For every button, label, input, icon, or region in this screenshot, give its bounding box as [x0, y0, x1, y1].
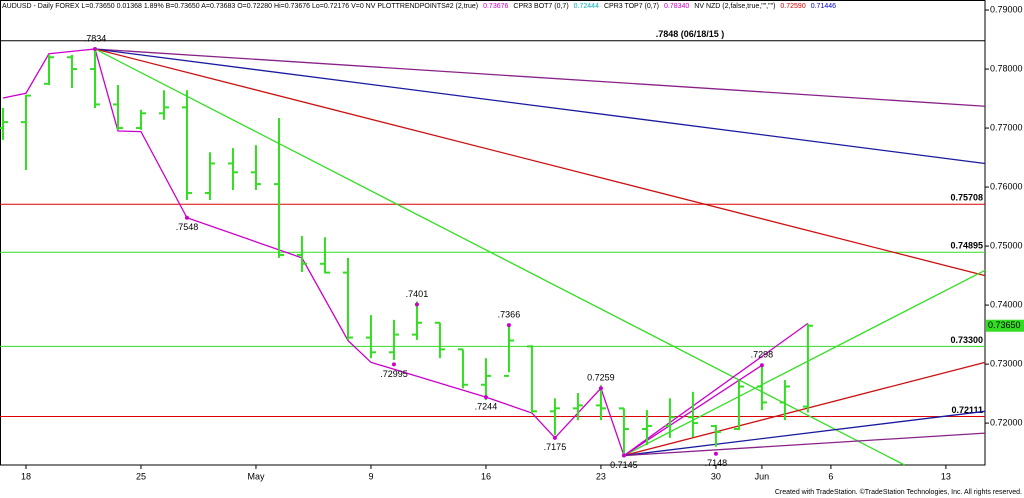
pivot-point — [184, 215, 189, 220]
x-tick-label: 9 — [368, 471, 373, 481]
horizontal-line-label: .7848 (06/18/15 ) — [656, 29, 725, 39]
y-tick-label: 0.73000 — [990, 358, 1023, 368]
footer: Created with TradeStation. ©TradeStation… — [775, 488, 1022, 496]
trend-line — [623, 322, 809, 457]
y-tick-label: 0.77000 — [990, 122, 1023, 132]
pivot-point — [713, 451, 718, 456]
x-tick-label: 6 — [828, 471, 833, 481]
y-tick-label: 0.76000 — [990, 181, 1023, 191]
horizontal-line-label: 0.75708 — [950, 193, 983, 203]
last-price-label: 0.73650 — [988, 320, 1021, 330]
pivot-point — [391, 362, 396, 367]
pivot-label: .7244 — [475, 402, 498, 412]
header-item: CPR3 BOT7 (0,7) — [513, 3, 568, 10]
pivot-point — [483, 395, 488, 400]
trend-line — [94, 48, 986, 277]
x-tick-label: May — [247, 471, 265, 481]
pivot-label: .7834 — [84, 33, 107, 43]
pivot-point — [92, 46, 97, 51]
chart-header: AUDUSD - Daily FOREX L=0.73650 0.01368 1… — [2, 3, 836, 10]
horizontal-line-label: 0.74895 — [950, 241, 983, 251]
trend-line — [623, 432, 986, 457]
pivot-label: .7401 — [406, 289, 429, 299]
header-item: 0.73676 — [483, 3, 508, 10]
trend-line — [623, 361, 986, 457]
header-item: 0.71446 — [811, 3, 836, 10]
header-item: 0.78340 — [664, 3, 689, 10]
y-tick-label: 0.78000 — [990, 63, 1023, 73]
x-tick-label: Jun — [755, 471, 770, 481]
pivot-label: .7298 — [751, 350, 774, 360]
horizontal-line-label: 0.73300 — [950, 335, 983, 345]
plot-frame — [0, 0, 986, 466]
x-tick-label: 18 — [21, 471, 31, 481]
pivot-label: 0.7259 — [587, 373, 615, 383]
pivot-label: .7366 — [498, 310, 521, 320]
header-item: 0.72444 — [574, 3, 599, 10]
pivot-point — [598, 386, 603, 391]
pivot-label: .7148 — [705, 458, 728, 468]
pivot-point — [759, 363, 764, 368]
pivot-label: .7175 — [544, 442, 567, 452]
horizontal-line-label: 0.72111 — [951, 405, 983, 415]
y-tick-label: 0.72000 — [990, 417, 1023, 427]
pivot-point — [552, 435, 557, 440]
pivot-point — [621, 453, 626, 458]
pivot-label: .7548 — [176, 222, 199, 232]
header-item: NV NZD (2,false,true,"","") — [694, 3, 775, 10]
pivot-label: 0.7145 — [610, 460, 638, 470]
trend-line — [94, 48, 986, 107]
zigzag-line — [2, 48, 625, 456]
trend-line — [94, 48, 986, 165]
y-tick-label: 0.75000 — [990, 240, 1023, 250]
header-item: AUDUSD - Daily FOREX L=0.73650 0.01368 1… — [2, 3, 478, 10]
x-tick-label: 13 — [941, 471, 951, 481]
pivot-point — [506, 323, 511, 328]
last-price-box — [986, 319, 1024, 332]
header-item: CPR3 TOP7 (0,7) — [604, 3, 659, 10]
x-tick-label: 16 — [481, 471, 491, 481]
y-tick-label: 0.79000 — [990, 4, 1023, 14]
trend-line — [623, 269, 986, 457]
x-tick-label: 30 — [711, 471, 721, 481]
pivot-point — [414, 302, 419, 307]
y-tick-label: 0.74000 — [990, 299, 1023, 309]
x-tick-label: 25 — [136, 471, 146, 481]
trend-line — [623, 410, 986, 457]
header-item: 0.72590 — [780, 3, 805, 10]
trend-line — [94, 48, 905, 466]
pivot-label: .72995 — [380, 369, 408, 379]
x-tick-label: 23 — [596, 471, 606, 481]
